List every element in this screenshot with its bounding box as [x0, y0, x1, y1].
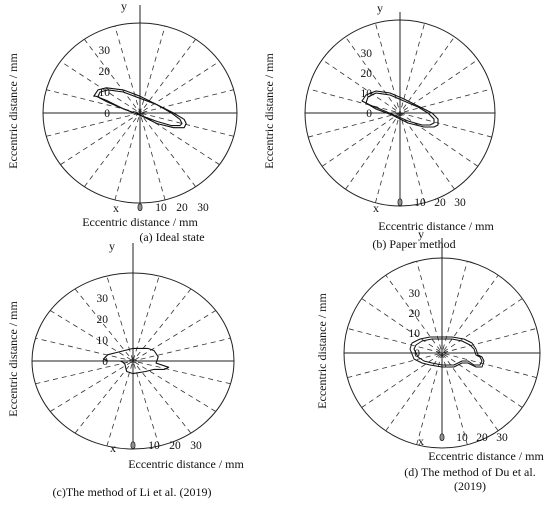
x-tick-label: 0 [130, 440, 136, 452]
polar-spoke [347, 328, 537, 378]
subplot-3: 0 10 20 30 0 10 20 30 y x Eccentric distance / mm E… [6, 239, 244, 499]
panel-caption: (a) Ideal state [139, 230, 204, 244]
x-axis-title: Eccentric distance / mm [128, 457, 244, 471]
panel-caption-line2: (2019) [454, 479, 486, 493]
panel-caption: (d) The method of Du et al. [404, 465, 535, 479]
x-tick-label: 0 [137, 202, 143, 214]
x-axis-name: x [113, 201, 119, 215]
x-tick-label: 30 [496, 432, 508, 444]
y-axis-name: y [377, 1, 383, 15]
y-tick-label: 0 [102, 356, 108, 368]
polar-spoke [347, 328, 537, 378]
y-axis-title: Eccentric distance / mm [262, 53, 276, 169]
panel-caption: (b) Paper method [372, 237, 455, 251]
subplot-4: 0 10 20 30 0 10 20 30 y x Eccentric distance / mm E… [315, 227, 544, 493]
y-tick-label: 10 [361, 88, 373, 100]
y-tick-label: 30 [97, 293, 109, 305]
y-tick-label: 20 [97, 314, 109, 326]
y-tick-label: 30 [361, 48, 373, 60]
y-axis-title: Eccentric distance / mm [6, 53, 20, 169]
x-tick-label: 10 [155, 202, 167, 214]
y-tick-label: 20 [409, 308, 421, 320]
y-tick-label: 0 [366, 108, 372, 120]
data-curve [365, 92, 435, 126]
x-tick-label: 20 [476, 432, 488, 444]
y-tick-label: 0 [104, 108, 110, 120]
x-tick-label: 30 [197, 202, 209, 214]
panel-caption: (c)The method of Li et al. (2019) [53, 485, 212, 499]
y-axis-title: Eccentric distance / mm [315, 293, 329, 409]
x-tick-label: 20 [434, 197, 446, 209]
y-axis-title: Eccentric distance / mm [6, 301, 20, 417]
y-axis-name: y [418, 227, 424, 241]
polar-spoke [385, 274, 499, 432]
x-tick-label: 10 [148, 440, 160, 452]
x-tick-label: 10 [414, 197, 426, 209]
x-axis-title: Eccentric distance / mm [428, 449, 544, 463]
y-tick-label: 0 [414, 348, 420, 360]
y-axis-name: y [121, 0, 127, 13]
x-tick-label: 20 [176, 202, 188, 214]
polar-spoke [106, 275, 160, 447]
x-tick-label: 10 [456, 432, 468, 444]
y-axis-name: y [109, 239, 115, 253]
x-axis-name: x [418, 434, 424, 448]
y-tick-label: 10 [99, 87, 111, 99]
x-tick-label: 0 [439, 432, 445, 444]
y-tick-label: 20 [361, 68, 373, 80]
y-tick-label: 20 [99, 66, 111, 78]
data-curve [361, 90, 439, 128]
subplot-2: 0 10 20 30 0 10 20 30 y x Eccentric distance / mm E… [262, 1, 496, 251]
x-axis-name: x [373, 201, 379, 215]
y-tick-label: 30 [99, 45, 111, 57]
data-curve [93, 87, 187, 129]
y-tick-label: 30 [409, 288, 421, 300]
data-curve [409, 336, 485, 368]
y-tick-label: 10 [97, 335, 109, 347]
x-tick-label: 30 [454, 197, 466, 209]
data-curve [103, 347, 170, 375]
x-axis-title: Eccentric distance / mm [82, 215, 198, 229]
x-tick-label: 0 [397, 197, 403, 209]
polar-spoke [416, 261, 468, 445]
polar-spoke [385, 274, 499, 432]
y-tick-label: 10 [409, 328, 421, 340]
polar-spoke [106, 275, 160, 447]
polar-spoke [416, 261, 468, 445]
x-tick-label: 20 [169, 440, 181, 452]
x-axis-title: Eccentric distance / mm [378, 219, 494, 233]
data-curve [413, 338, 483, 366]
x-tick-label: 30 [190, 440, 202, 452]
x-axis-name: x [110, 441, 116, 455]
